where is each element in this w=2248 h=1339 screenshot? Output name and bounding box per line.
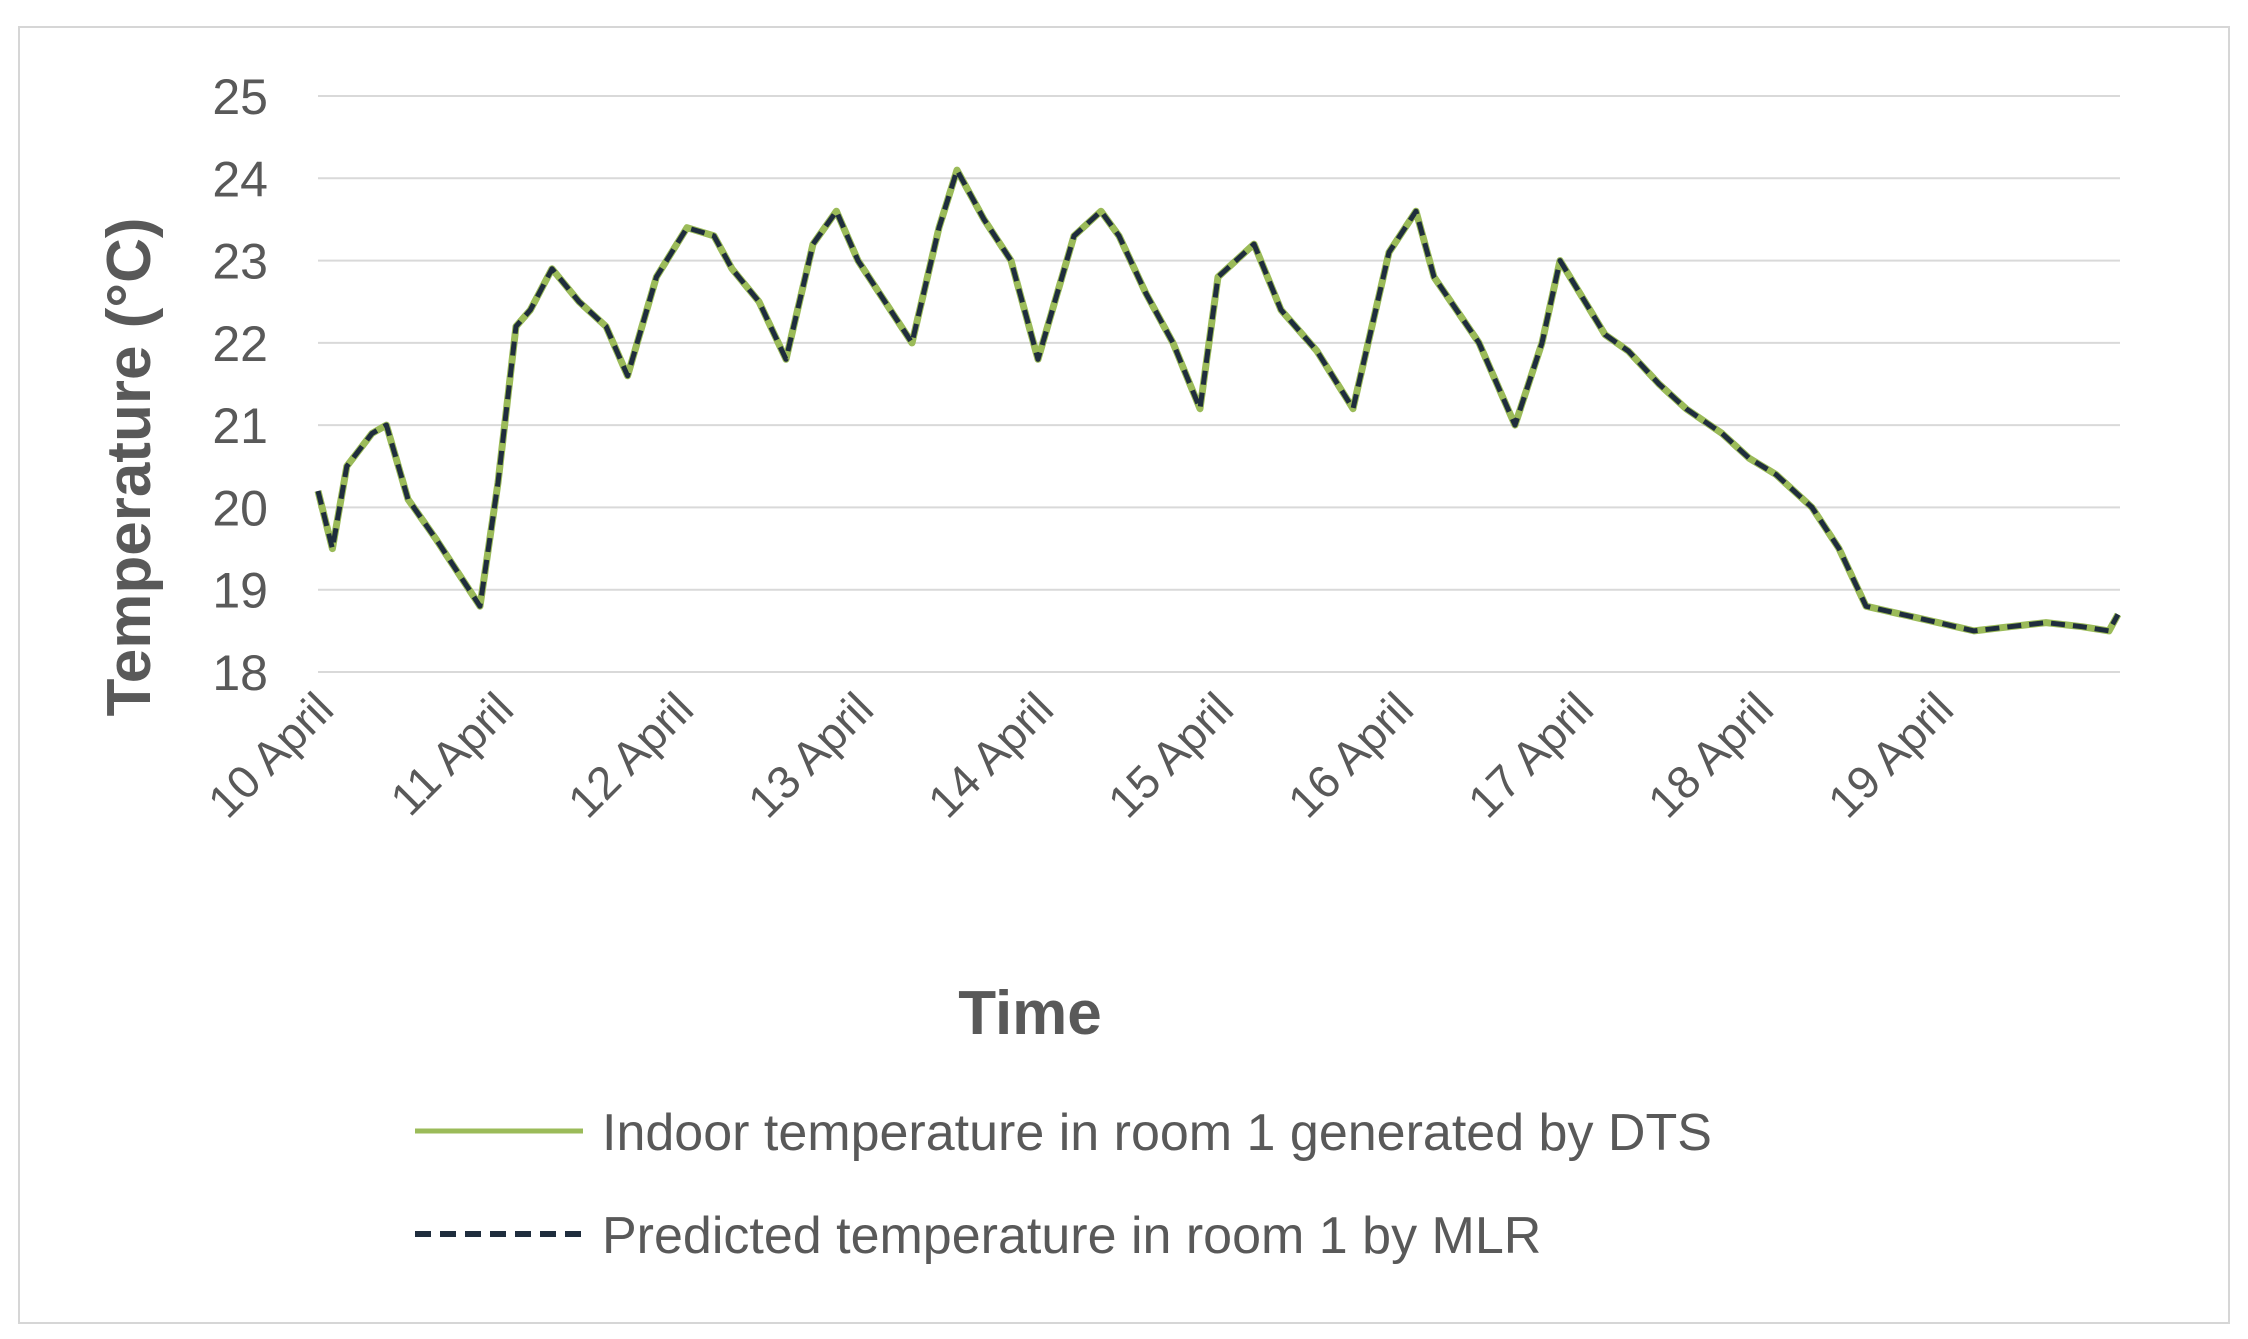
y-tick-label: 25 [212, 69, 268, 125]
series-lines [314, 166, 2122, 635]
x-tick-label: 16 April [1278, 682, 1423, 827]
x-tick-label: 11 April [380, 682, 523, 825]
x-tick-label: 18 April [1638, 682, 1783, 827]
x-tick-label: 17 April [1458, 682, 1603, 827]
legend: Indoor temperature in room 1 generated b… [415, 1104, 1712, 1265]
y-axis-title: Temperature (°C) [95, 217, 164, 716]
series-line-dts [314, 166, 2122, 635]
y-tick-labels: 18 19 20 21 22 23 24 25 [212, 69, 268, 701]
y-tick-label: 24 [212, 151, 268, 207]
x-tick-label: 10 April [198, 682, 343, 827]
x-axis-title: Time [958, 979, 1102, 1048]
legend-label-dts: Indoor temperature in room 1 generated b… [602, 1104, 1712, 1162]
y-tick-label: 19 [212, 563, 268, 619]
legend-label-mlr: Predicted temperature in room 1 by MLR [602, 1207, 1541, 1265]
x-tick-labels: 10 April 11 April 12 April 13 April 14 April… [198, 682, 1963, 827]
x-tick-label: 14 April [918, 682, 1063, 827]
y-tick-label: 21 [212, 398, 268, 454]
x-tick-label: 19 April [1818, 682, 1963, 827]
y-tick-label: 20 [212, 480, 268, 536]
y-tick-label: 23 [212, 234, 268, 290]
x-tick-label: 13 April [738, 682, 883, 827]
series-line-mlr [315, 167, 2121, 634]
y-tick-label: 22 [212, 316, 268, 372]
x-tick-label: 15 April [1098, 682, 1243, 827]
y-tick-label: 18 [212, 645, 268, 701]
gridlines [318, 95, 2120, 673]
x-tick-label: 12 April [558, 682, 703, 827]
